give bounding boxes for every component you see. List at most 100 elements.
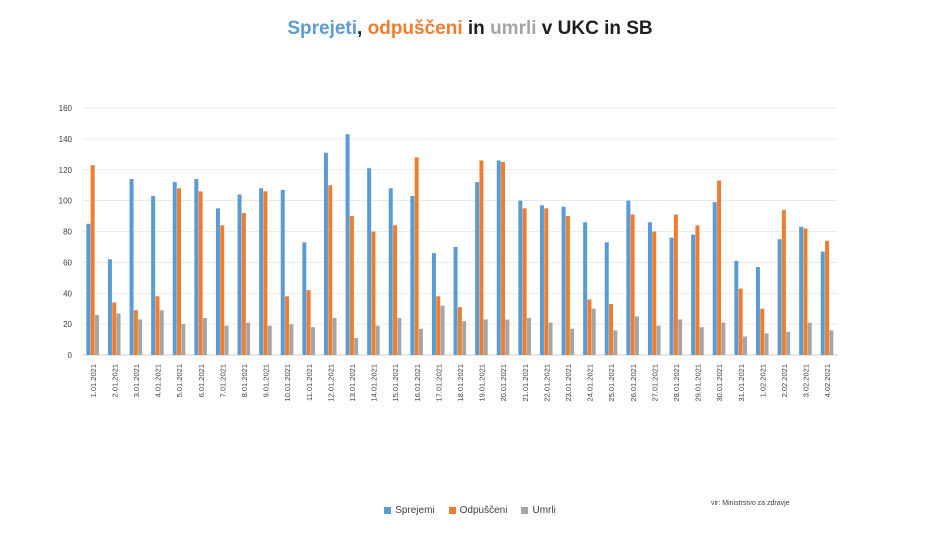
bar-umrli	[354, 338, 359, 355]
bar-sprejemi	[539, 205, 544, 355]
bar-umrli	[418, 328, 423, 355]
bar-odpusceni	[630, 214, 635, 355]
bar-odpusceni	[781, 209, 786, 355]
bar-umrli	[613, 330, 618, 355]
bar-odpusceni	[198, 191, 203, 355]
legend-item-odpusceni: Odpuščeni	[448, 505, 508, 516]
bar-umrli	[397, 317, 402, 355]
x-category-label: 2.01.2021	[110, 364, 119, 397]
y-tick-label: 80	[63, 228, 72, 237]
chart-title-part: ,	[357, 18, 368, 39]
bar-umrli	[224, 325, 229, 355]
bar-sprejemi	[259, 188, 264, 355]
y-tick-label: 100	[59, 197, 73, 206]
bar-sprejemi	[583, 222, 588, 355]
chart-title-part: Sprejeti	[287, 18, 358, 39]
source-note: vir: Ministrstvo za zdravje	[711, 500, 790, 507]
y-tick-label: 20	[63, 320, 72, 329]
bar-sprejemi	[820, 251, 825, 355]
bar-odpusceni	[155, 296, 160, 355]
y-tick-label: 160	[59, 104, 73, 113]
bar-sprejemi	[302, 242, 307, 355]
x-category-label: 7.01.2021	[218, 364, 227, 397]
bar-umrli	[332, 317, 337, 355]
legend-swatch	[384, 506, 392, 514]
y-tick-label: 60	[63, 258, 72, 267]
bar-odpusceni	[803, 228, 808, 355]
bar-sprejemi	[669, 237, 674, 355]
bar-umrli	[656, 325, 661, 355]
x-category-label: 21.01.2021	[521, 364, 530, 402]
bar-odpusceni	[760, 308, 765, 355]
bar-odpusceni	[241, 212, 246, 355]
bar-umrli	[678, 319, 683, 355]
x-category-label: 13.01.2021	[348, 364, 357, 402]
legend-label: Sprejemi	[395, 505, 435, 516]
bar-umrli	[246, 322, 251, 355]
bar-odpusceni	[717, 180, 722, 355]
bar-odpusceni	[371, 231, 376, 355]
bar-umrli	[181, 324, 186, 356]
y-axis: 0 20 40 60 80 100 120 140 160	[59, 104, 73, 360]
bar-sprejemi	[151, 195, 156, 355]
bar-sprejemi	[323, 152, 328, 355]
x-category-label: 25.01.2021	[607, 364, 616, 402]
bar-sprejemi	[647, 222, 652, 355]
bar-odpusceni	[436, 296, 441, 355]
x-category-label: 22.01.2021	[542, 364, 551, 402]
chart-title-part: umrli	[490, 18, 537, 39]
bar-odpusceni	[177, 188, 182, 355]
bar-umrli	[267, 325, 272, 355]
y-tick-label: 120	[59, 166, 73, 175]
bar-odpusceni	[133, 310, 138, 355]
x-category-label: 28.01.2021	[672, 364, 681, 402]
chart-title-part: odpuščeni	[367, 18, 463, 39]
bar-umrli	[699, 327, 704, 355]
bar-sprejemi	[691, 234, 696, 355]
bar-odpusceni	[90, 165, 95, 355]
bar-sprejemi	[561, 206, 566, 355]
bar-sprejemi	[431, 253, 436, 355]
x-category-label: 15.01.2021	[391, 364, 400, 402]
x-category-label: 4.02.2021	[823, 364, 832, 397]
bar-odpusceni	[673, 214, 678, 355]
bar-sprejemi	[734, 260, 739, 355]
bar-sprejemi	[237, 194, 242, 355]
bar-odpusceni	[609, 304, 614, 355]
bar-sprejemi	[777, 239, 782, 355]
bar-umrli	[829, 330, 834, 355]
bar-sprejemi	[604, 242, 609, 355]
legend: Sprejemi Odpuščeni Umrli	[0, 505, 940, 516]
x-category-label: 3.02.2021	[802, 364, 811, 397]
bar-sprejemi	[215, 208, 220, 355]
bar-odpusceni	[349, 216, 354, 355]
bar-umrli	[505, 319, 510, 355]
legend-item-sprejemi: Sprejemi	[384, 505, 435, 516]
x-category-label: 24.01.2021	[586, 364, 595, 402]
bar-umrli	[289, 324, 294, 356]
legend-item-umrli: Umrli	[521, 505, 556, 516]
x-category-label: 2.02.2021	[780, 364, 789, 397]
legend-swatch	[448, 506, 456, 514]
bar-odpusceni	[112, 302, 117, 355]
bar-umrli	[721, 322, 726, 355]
bar-sprejemi	[518, 200, 523, 356]
x-category-label: 9.01.2021	[262, 364, 271, 397]
x-category-label: 23.01.2021	[564, 364, 573, 402]
chart-title-part: in	[462, 18, 491, 39]
x-category-label: 27.01.2021	[650, 364, 659, 402]
bar-umrli	[159, 310, 164, 355]
bar-odpusceni	[652, 231, 657, 355]
x-category-label: 18.01.2021	[456, 364, 465, 402]
bar-odpusceni	[457, 307, 462, 355]
legend-swatch	[521, 506, 529, 514]
bar-sprejemi	[496, 160, 501, 355]
bar-sprejemi	[172, 182, 177, 355]
x-category-label: 12.01.2021	[326, 364, 335, 402]
bar-umrli	[483, 319, 488, 355]
legend-label: Odpuščeni	[459, 505, 508, 516]
bar-umrli	[570, 328, 575, 355]
y-tick-label: 140	[59, 135, 73, 144]
bar-odpusceni	[393, 225, 398, 355]
